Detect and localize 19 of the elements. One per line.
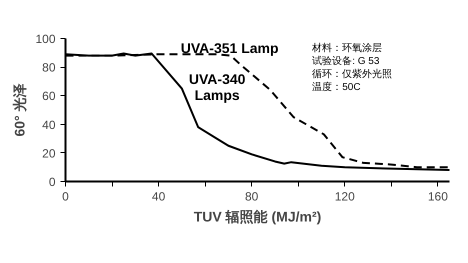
annotation: 温度：50C bbox=[312, 80, 361, 93]
x-tick-label: 0 bbox=[62, 190, 70, 204]
y-tick-label: 100 bbox=[35, 32, 56, 46]
annotation: 循环：仅紫外光照 bbox=[312, 68, 392, 80]
series-label: UVA-351 Lamp bbox=[180, 40, 279, 56]
x-tick-label: 120 bbox=[334, 190, 356, 204]
y-tick-label: 80 bbox=[42, 60, 56, 75]
x-axis-title: TUV 辐照能 (MJ/m²) bbox=[194, 208, 322, 224]
y-tick-label: 0 bbox=[48, 175, 56, 189]
annotation: 材料：环氧涂层 bbox=[311, 42, 382, 54]
y-tick-label: 60 bbox=[42, 89, 56, 104]
y-tick-label: 20 bbox=[42, 146, 56, 160]
y-axis-title: 60° 光泽 bbox=[11, 82, 28, 137]
y-tick-label: 40 bbox=[42, 118, 56, 132]
series-label: UVA-340 Lamps bbox=[188, 71, 246, 104]
x-tick-label: 40 bbox=[152, 190, 166, 204]
x-tick-label: 160 bbox=[428, 190, 448, 204]
x-tick-label: 80 bbox=[245, 190, 259, 204]
annotation: 试验设备: G 53 bbox=[312, 54, 380, 67]
